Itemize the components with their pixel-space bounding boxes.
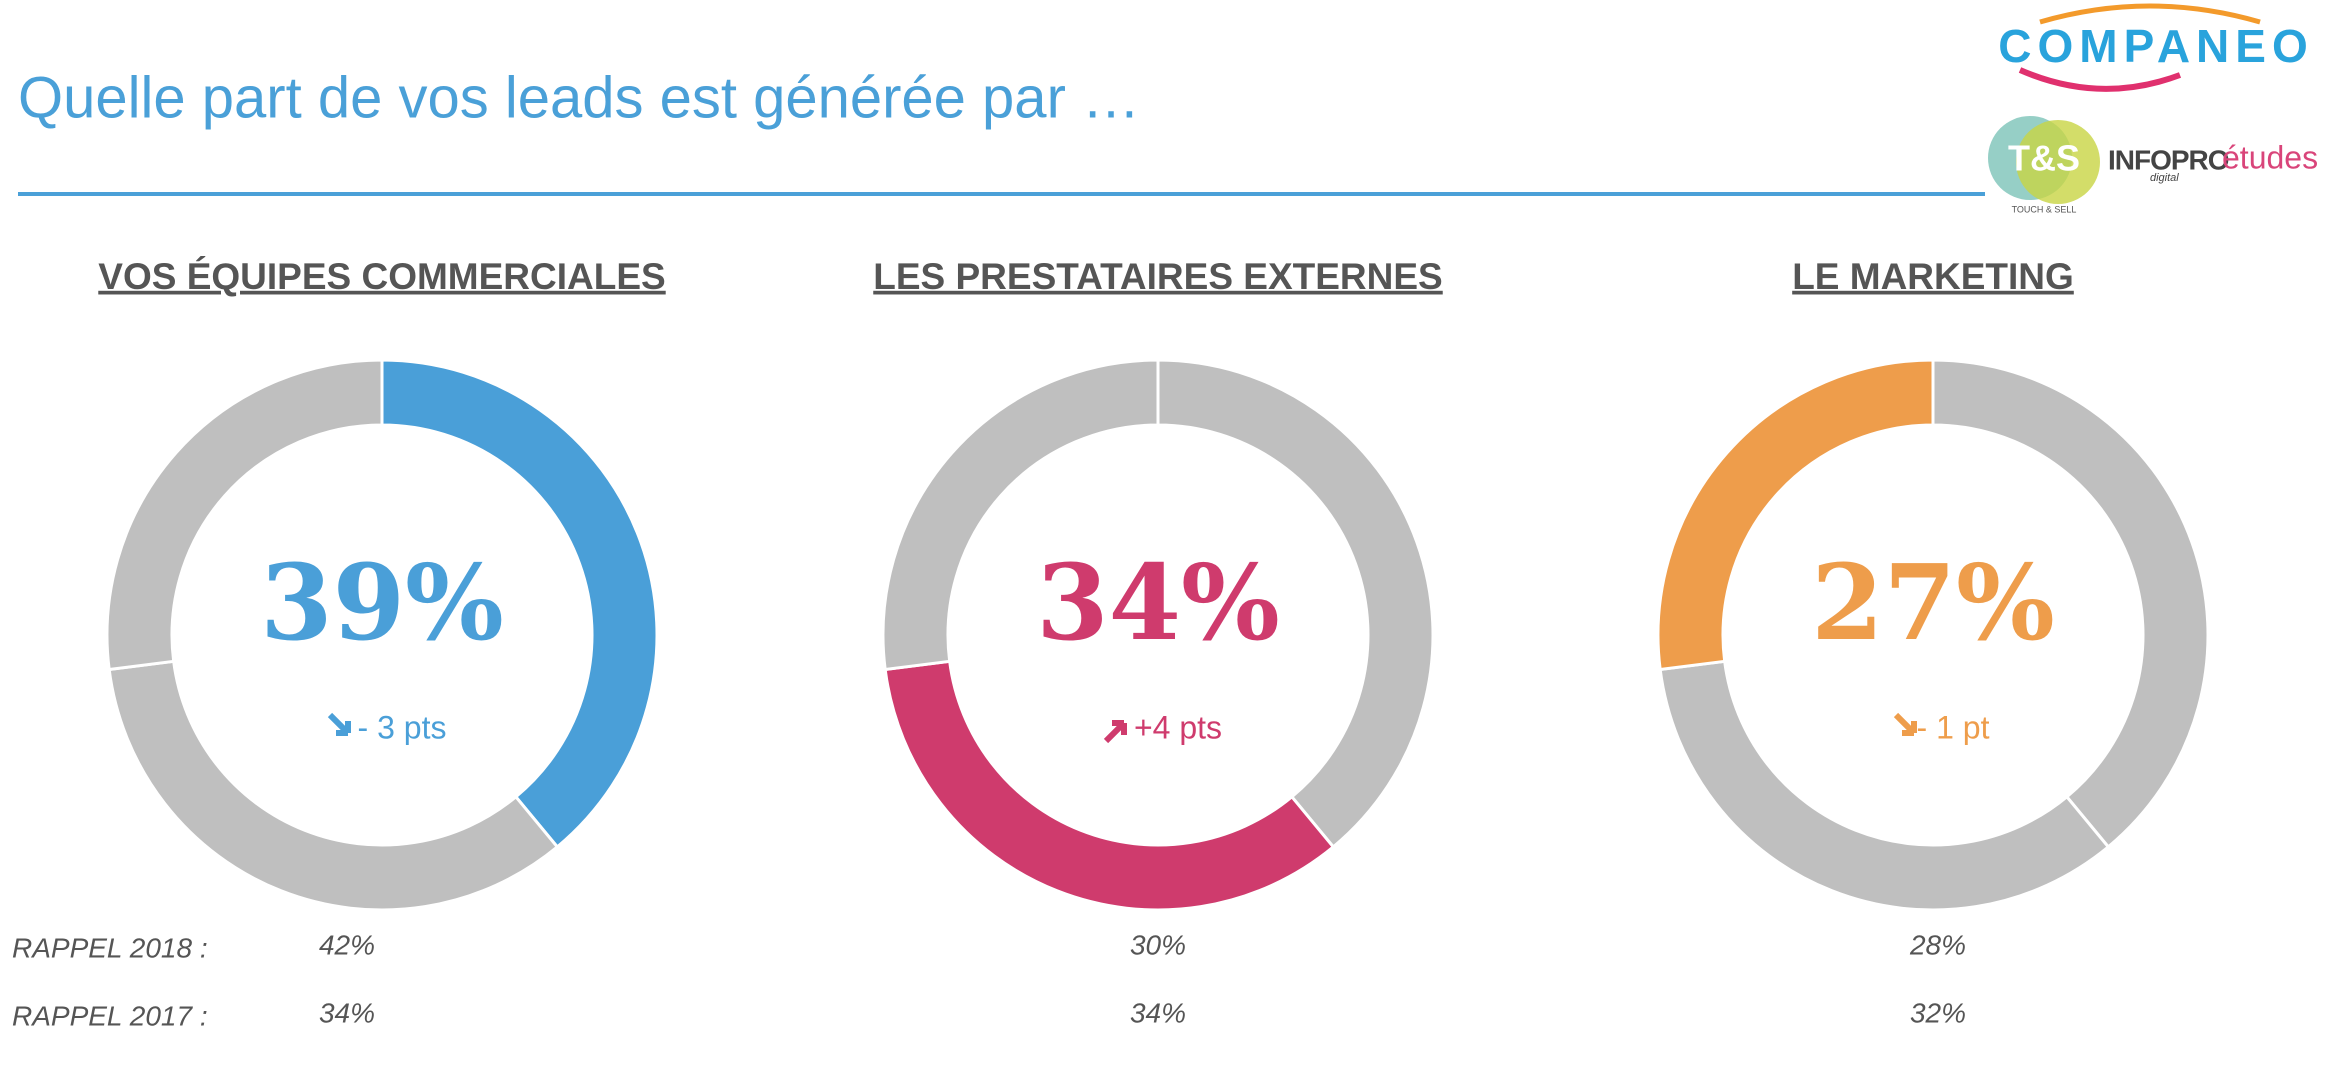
recall-value: 28% [1909, 929, 1966, 960]
donut-segment [105, 358, 384, 672]
recall-value: 34% [1130, 997, 1186, 1028]
logo-swoosh [2039, 3, 2261, 25]
chart-title: LES PRESTATAIRES EXTERNES [873, 256, 1442, 297]
center-value: 27% [1811, 541, 2055, 664]
logo-ts-circle [2016, 120, 2100, 204]
logo-infopro-sub: digital [2150, 172, 2179, 184]
recall-value: 30% [1130, 929, 1186, 960]
donut-segment [1656, 358, 1935, 672]
change-label: +4 pts [1134, 709, 1222, 745]
slide-title: Quelle part de vos leads est générée par… [18, 65, 1140, 130]
recall-value: 34% [319, 997, 375, 1028]
chart-title: VOS ÉQUIPES COMMERCIALES [98, 256, 665, 297]
logo-companeo: COMPANEO [1998, 20, 2314, 72]
recall-label: RAPPEL 2017 : [12, 1000, 208, 1031]
donut-segment [380, 358, 659, 850]
recall-label: RAPPEL 2018 : [12, 932, 208, 963]
chart-title: LE MARKETING [1792, 256, 2074, 297]
recall-value: 32% [1910, 997, 1966, 1028]
trend-arrow [1893, 712, 1917, 736]
recall-value: 42% [319, 929, 375, 960]
logo-etudes: études [2222, 139, 2318, 175]
donut-segment [1931, 358, 2210, 850]
logo-ts-sub: TOUCH & SELL [2012, 204, 2077, 214]
center-value: 39% [260, 541, 504, 664]
donut-segment [883, 659, 1336, 912]
change-label: - 1 pt [1917, 709, 1990, 745]
logo-infopro: INFOPRO [2108, 144, 2229, 175]
trend-arrow [1103, 720, 1127, 744]
center-value: 34% [1036, 541, 1280, 664]
logos: COMPANEO T&S TOUCH & SELL INFOPRO digita… [1988, 3, 2318, 214]
donut-segment [107, 659, 560, 912]
logo-swoosh [2018, 67, 2182, 92]
trend-arrows [327, 712, 1917, 744]
donut-segment [881, 358, 1160, 672]
change-label: - 3 pts [358, 709, 447, 745]
trend-arrow [327, 712, 351, 736]
logo-ts: T&S [2008, 138, 2080, 179]
donut-segment [1156, 358, 1435, 850]
donut-segment [1658, 659, 2111, 912]
